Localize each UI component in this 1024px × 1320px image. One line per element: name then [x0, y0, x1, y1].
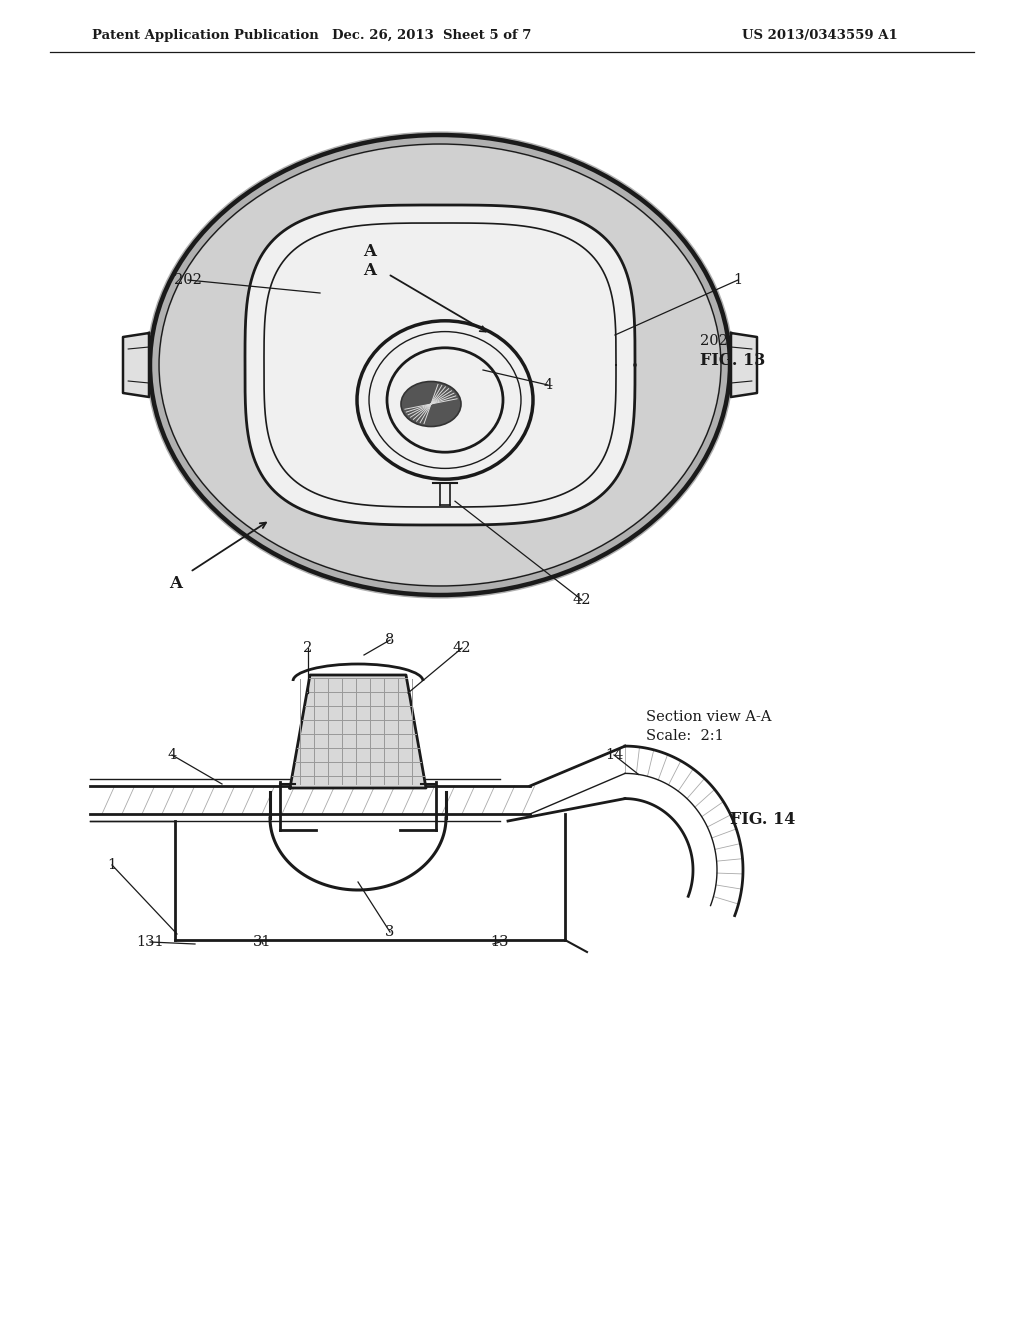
Text: Dec. 26, 2013  Sheet 5 of 7: Dec. 26, 2013 Sheet 5 of 7 — [333, 29, 531, 41]
Text: 4: 4 — [544, 378, 553, 392]
Text: 8: 8 — [385, 634, 394, 647]
Text: A: A — [170, 576, 182, 591]
Text: 42: 42 — [453, 642, 471, 655]
Text: 2: 2 — [303, 642, 312, 655]
Text: 14: 14 — [605, 748, 624, 762]
Text: FIG. 14: FIG. 14 — [730, 812, 796, 829]
Text: 42: 42 — [572, 593, 591, 607]
Text: 202: 202 — [174, 273, 202, 286]
Ellipse shape — [401, 381, 461, 426]
Text: 1: 1 — [108, 858, 117, 873]
Text: US 2013/0343559 A1: US 2013/0343559 A1 — [742, 29, 898, 41]
Text: 4: 4 — [167, 748, 176, 762]
Text: 1: 1 — [733, 273, 742, 286]
Polygon shape — [123, 333, 150, 397]
Text: Patent Application Publication: Patent Application Publication — [92, 29, 318, 41]
Text: 3: 3 — [385, 925, 394, 939]
Text: 131: 131 — [136, 935, 164, 949]
Text: A: A — [364, 261, 377, 279]
Text: A: A — [364, 243, 377, 260]
Polygon shape — [290, 675, 426, 788]
Text: Section view A-A
Scale:  2:1: Section view A-A Scale: 2:1 — [646, 710, 771, 743]
Ellipse shape — [160, 145, 720, 585]
Text: FIG. 13: FIG. 13 — [700, 352, 765, 370]
Text: 202: 202 — [700, 334, 728, 348]
Polygon shape — [245, 205, 635, 525]
Text: 31: 31 — [253, 935, 271, 949]
Text: 13: 13 — [490, 935, 509, 949]
Polygon shape — [731, 333, 757, 397]
